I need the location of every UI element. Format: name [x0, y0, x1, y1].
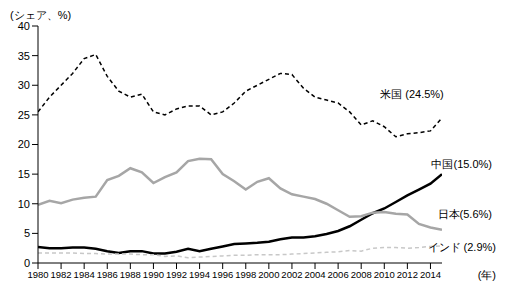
- svg-text:1982: 1982: [51, 269, 72, 280]
- svg-text:中国(15.0%): 中国(15.0%): [431, 158, 492, 170]
- svg-text:米国 (24.5%): 米国 (24.5%): [380, 88, 444, 100]
- svg-text:2008: 2008: [351, 269, 372, 280]
- svg-text:1990: 1990: [143, 269, 164, 280]
- svg-text:2000: 2000: [258, 269, 279, 280]
- html-text:(年): (年): [477, 269, 496, 281]
- svg-text:2006: 2006: [328, 269, 349, 280]
- svg-text:25: 25: [18, 109, 30, 121]
- svg-text:日本(5.6%): 日本(5.6%): [438, 208, 492, 220]
- svg-text:2004: 2004: [304, 269, 325, 280]
- svg-text:1988: 1988: [120, 269, 141, 280]
- html-text:(シェア、%): (シェア、%): [10, 9, 72, 21]
- svg-text:1998: 1998: [235, 269, 256, 280]
- svg-text:2002: 2002: [281, 269, 302, 280]
- svg-text:1996: 1996: [212, 269, 233, 280]
- svg-text:20: 20: [18, 138, 30, 150]
- svg-text:1992: 1992: [166, 269, 187, 280]
- svg-text:2014: 2014: [420, 269, 441, 280]
- svg-text:40: 40: [18, 20, 30, 32]
- svg-text:1980: 1980: [27, 269, 48, 280]
- svg-text:2010: 2010: [374, 269, 395, 280]
- svg-text:5: 5: [24, 227, 30, 239]
- svg-text:15: 15: [18, 168, 30, 180]
- svg-text:0: 0: [24, 257, 30, 269]
- svg-text:1984: 1984: [74, 269, 95, 280]
- svg-text:1986: 1986: [97, 269, 118, 280]
- svg-text:インド (2.9%): インド (2.9%): [428, 241, 496, 253]
- svg-text:10: 10: [18, 198, 30, 210]
- svg-text:1994: 1994: [189, 269, 210, 280]
- svg-text:2012: 2012: [397, 269, 418, 280]
- svg-text:30: 30: [18, 79, 30, 91]
- svg-text:35: 35: [18, 50, 30, 62]
